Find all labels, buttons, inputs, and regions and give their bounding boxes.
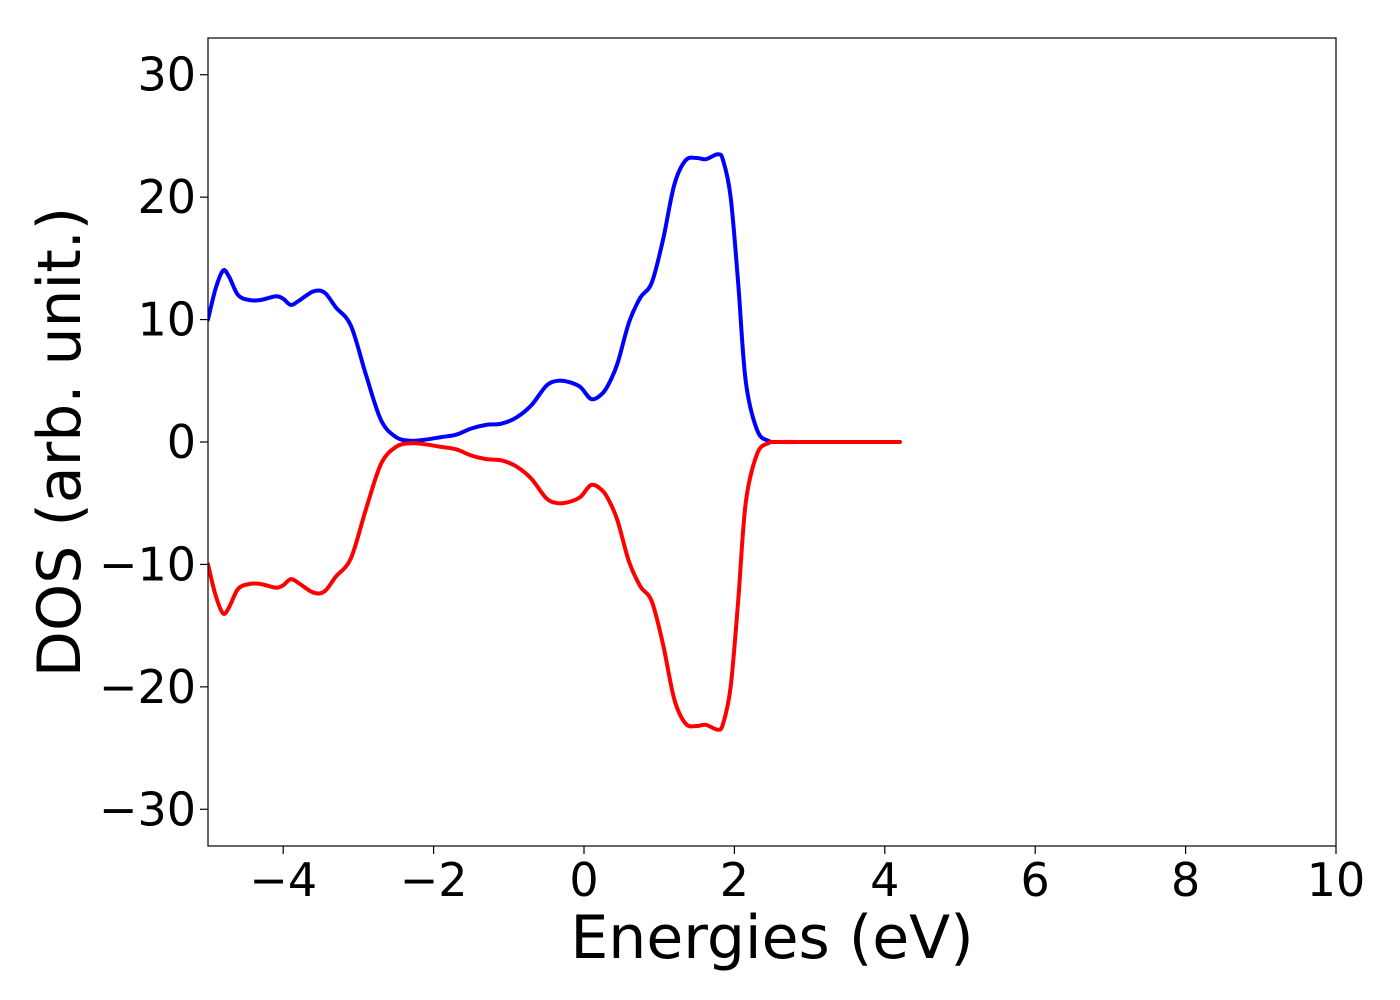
series-layer <box>208 152 902 732</box>
x-axis-label: Energies (eV) <box>570 903 973 973</box>
y-tick-label: 30 <box>137 48 196 102</box>
dos-spin-up-line <box>208 152 902 445</box>
x-tick-label: 0 <box>569 853 598 907</box>
y-axis-label: DOS (arb. unit.) <box>25 207 95 677</box>
y-tick-label: −10 <box>99 537 196 591</box>
x-tick-label: −4 <box>249 853 317 907</box>
x-tick-label: 8 <box>1171 853 1200 907</box>
x-tick-label: −2 <box>400 853 468 907</box>
y-tick-label: −20 <box>99 660 196 714</box>
x-tick-label: 4 <box>870 853 899 907</box>
y-axis-ticks: −30 −20 −10 0 10 20 30 <box>99 48 208 836</box>
x-tick-label: 6 <box>1021 853 1050 907</box>
y-tick-label: 0 <box>167 415 196 469</box>
y-tick-label: −30 <box>99 782 196 836</box>
dos-spin-down-line <box>208 439 902 732</box>
x-axis-ticks: −4 −2 0 2 4 6 8 10 <box>249 846 1365 907</box>
y-tick-label: 10 <box>137 293 196 347</box>
x-tick-label: 10 <box>1307 853 1366 907</box>
x-tick-label: 2 <box>720 853 749 907</box>
y-tick-label: 20 <box>137 170 196 224</box>
